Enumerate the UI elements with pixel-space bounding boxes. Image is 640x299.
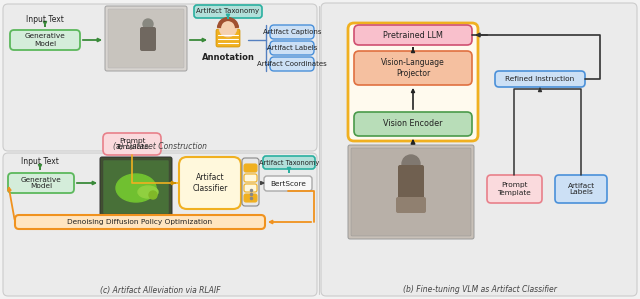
FancyBboxPatch shape: [270, 57, 314, 71]
Circle shape: [149, 191, 157, 199]
FancyBboxPatch shape: [495, 71, 585, 87]
FancyBboxPatch shape: [242, 158, 259, 206]
FancyBboxPatch shape: [194, 5, 262, 18]
FancyBboxPatch shape: [354, 25, 472, 45]
Text: Refined Instruction: Refined Instruction: [506, 76, 575, 82]
Text: Pretrained LLM: Pretrained LLM: [383, 30, 443, 39]
FancyBboxPatch shape: [555, 175, 607, 203]
Text: Vision-Language
Projector: Vision-Language Projector: [381, 58, 445, 78]
FancyBboxPatch shape: [103, 160, 169, 214]
FancyBboxPatch shape: [321, 3, 637, 296]
FancyBboxPatch shape: [10, 30, 80, 50]
Circle shape: [143, 19, 153, 29]
FancyBboxPatch shape: [244, 174, 257, 182]
FancyBboxPatch shape: [270, 41, 314, 55]
Text: Artifact Labels: Artifact Labels: [267, 45, 317, 51]
Text: Input Text: Input Text: [21, 158, 59, 167]
FancyBboxPatch shape: [244, 184, 257, 192]
FancyBboxPatch shape: [348, 145, 474, 239]
Text: Annotation: Annotation: [202, 54, 255, 62]
FancyBboxPatch shape: [103, 133, 161, 155]
FancyBboxPatch shape: [348, 23, 478, 141]
Text: Artifact Captions: Artifact Captions: [263, 29, 321, 35]
Text: Artifact
Labels: Artifact Labels: [568, 182, 595, 196]
Text: (b) Fine-tuning VLM as Artifact Classifier: (b) Fine-tuning VLM as Artifact Classifi…: [403, 286, 557, 295]
Ellipse shape: [116, 174, 156, 202]
Text: BertScore: BertScore: [270, 181, 306, 187]
Text: Artifact Coordinates: Artifact Coordinates: [257, 61, 327, 67]
FancyBboxPatch shape: [487, 175, 542, 203]
FancyBboxPatch shape: [354, 112, 472, 136]
Text: Generative
Model: Generative Model: [20, 176, 61, 190]
FancyBboxPatch shape: [140, 27, 156, 51]
FancyBboxPatch shape: [8, 173, 74, 193]
Text: Vision Encoder: Vision Encoder: [383, 120, 443, 129]
FancyBboxPatch shape: [108, 9, 184, 68]
FancyBboxPatch shape: [3, 153, 317, 296]
Circle shape: [402, 155, 420, 173]
Text: (a) Dataset Construction: (a) Dataset Construction: [113, 141, 207, 150]
Text: Artifact Taxonomy: Artifact Taxonomy: [259, 159, 319, 166]
FancyBboxPatch shape: [3, 4, 317, 151]
Text: Prompt
Template: Prompt Template: [497, 182, 531, 196]
Ellipse shape: [138, 186, 158, 198]
FancyBboxPatch shape: [270, 25, 314, 39]
FancyBboxPatch shape: [244, 164, 257, 172]
Text: Input Text: Input Text: [26, 14, 64, 24]
FancyBboxPatch shape: [15, 215, 265, 229]
FancyBboxPatch shape: [263, 156, 315, 169]
FancyBboxPatch shape: [100, 157, 172, 217]
FancyBboxPatch shape: [244, 194, 257, 202]
Text: Denoising Diffusion Policy Optimization: Denoising Diffusion Policy Optimization: [67, 219, 212, 225]
Circle shape: [219, 19, 237, 37]
FancyBboxPatch shape: [264, 176, 312, 191]
FancyBboxPatch shape: [105, 6, 187, 71]
Text: (c) Artifact Alleviation via RLAIF: (c) Artifact Alleviation via RLAIF: [100, 286, 220, 295]
FancyBboxPatch shape: [354, 51, 472, 85]
FancyBboxPatch shape: [396, 197, 426, 213]
Text: Artifact Taxonomy: Artifact Taxonomy: [196, 8, 260, 14]
FancyBboxPatch shape: [179, 157, 241, 209]
Text: Generative
Model: Generative Model: [24, 33, 65, 47]
FancyBboxPatch shape: [398, 165, 424, 199]
FancyBboxPatch shape: [351, 148, 471, 236]
FancyBboxPatch shape: [216, 29, 240, 47]
Text: Prompt
Template: Prompt Template: [115, 138, 149, 150]
Text: Artifact
Classifier: Artifact Classifier: [192, 173, 228, 193]
